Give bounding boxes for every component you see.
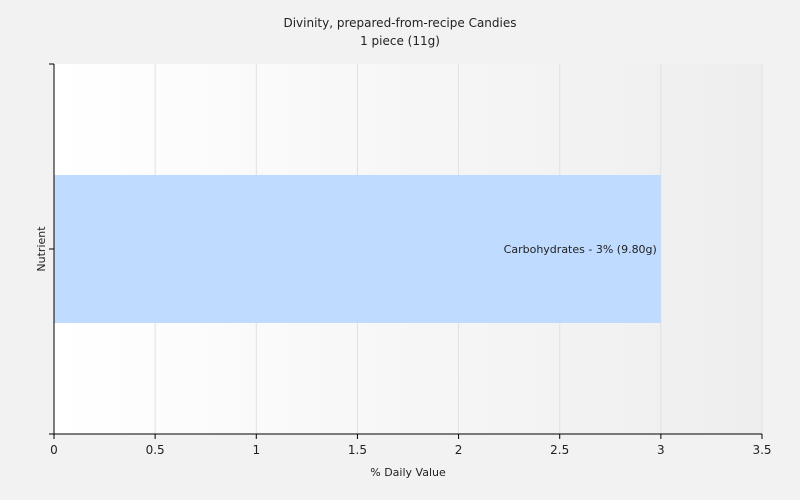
x-tick-labels: 0 0.5 1 1.5 2 2.5 3 3.5: [50, 443, 771, 457]
bars: Carbohydrates - 3% (9.80g): [54, 175, 661, 323]
y-axis-title: Nutrient: [35, 226, 48, 272]
x-tick-label-7: 3.5: [752, 443, 771, 457]
x-tick-label-1: 0.5: [146, 443, 165, 457]
x-tick-label-3: 1.5: [348, 443, 367, 457]
x-tick-label-2: 1: [252, 443, 260, 457]
x-tick-label-5: 2.5: [550, 443, 569, 457]
x-tick-label-6: 3: [657, 443, 665, 457]
x-axis-title: % Daily Value: [370, 466, 446, 479]
axes: [49, 63, 763, 439]
bar-0: [54, 175, 661, 323]
chart-subtitle: 1 piece (11g): [360, 34, 440, 48]
chart-title: Divinity, prepared-from-recipe Candies: [283, 16, 516, 30]
x-tick-label-0: 0: [50, 443, 58, 457]
bar-label-0: Carbohydrates - 3% (9.80g): [504, 243, 657, 256]
x-tick-label-4: 2: [455, 443, 463, 457]
